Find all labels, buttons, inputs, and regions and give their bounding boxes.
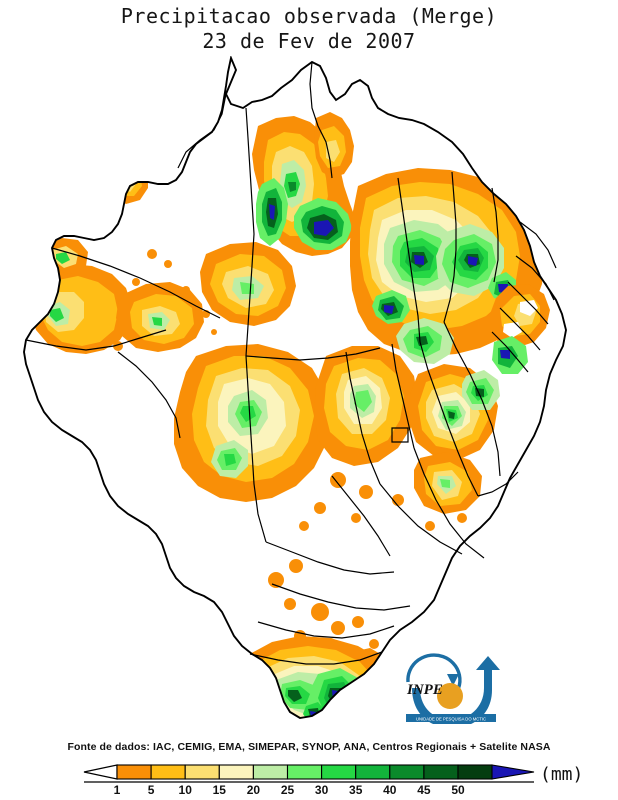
svg-text:30: 30 — [315, 783, 329, 797]
precipitation-map — [0, 56, 618, 732]
colorbar-tick-labels: 1 5 10 15 20 25 30 35 40 45 50 — [114, 783, 465, 797]
svg-text:50: 50 — [451, 783, 465, 797]
logo-tagline-bar — [406, 714, 496, 722]
colorbar-over-arrow — [491, 764, 535, 780]
colorbar-under-arrow — [83, 764, 118, 780]
precip-region-central — [174, 336, 528, 531]
colorbar-cells — [116, 764, 493, 780]
page-title: Precipitacao observada (Merge) 23 de Fev… — [0, 4, 618, 54]
svg-text:15: 15 — [213, 783, 227, 797]
logo-inner-arrowhead — [447, 674, 459, 686]
svg-text:35: 35 — [349, 783, 363, 797]
colorbar-units-label: (mm) — [540, 764, 584, 785]
precip-region-northeast — [350, 168, 550, 364]
brazil-national-border — [23, 56, 567, 719]
svg-text:45: 45 — [417, 783, 431, 797]
logo-bowl-arrow — [412, 656, 500, 728]
logo-wordmark: INPE — [406, 682, 443, 698]
title-line-2: 23 de Fev de 2007 — [202, 29, 416, 53]
precipitation-colorbar: 1 5 10 15 20 25 30 35 40 45 50 — [0, 762, 618, 798]
svg-text:10: 10 — [179, 783, 193, 797]
svg-text:5: 5 — [148, 783, 155, 797]
svg-text:1: 1 — [114, 783, 121, 797]
precipitation-field — [28, 112, 550, 718]
precip-region-north — [28, 112, 356, 354]
logo-tagline: UNIDADE DE PESQUISA DO MCTIC — [416, 716, 486, 721]
logo-globe — [437, 683, 463, 709]
svg-text:25: 25 — [281, 783, 295, 797]
title-line-1: Precipitacao observada (Merge) — [120, 4, 498, 28]
inpe-logo: INPE UNIDADE DE PESQUISA DO MCTIC — [392, 648, 510, 728]
svg-text:20: 20 — [247, 783, 261, 797]
svg-text:40: 40 — [383, 783, 397, 797]
state-boundaries — [25, 61, 557, 665]
data-source-note: Fonte de dados: IAC, CEMIG, EMA, SIMEPAR… — [67, 741, 551, 753]
logo-swirl-arc — [406, 653, 462, 700]
